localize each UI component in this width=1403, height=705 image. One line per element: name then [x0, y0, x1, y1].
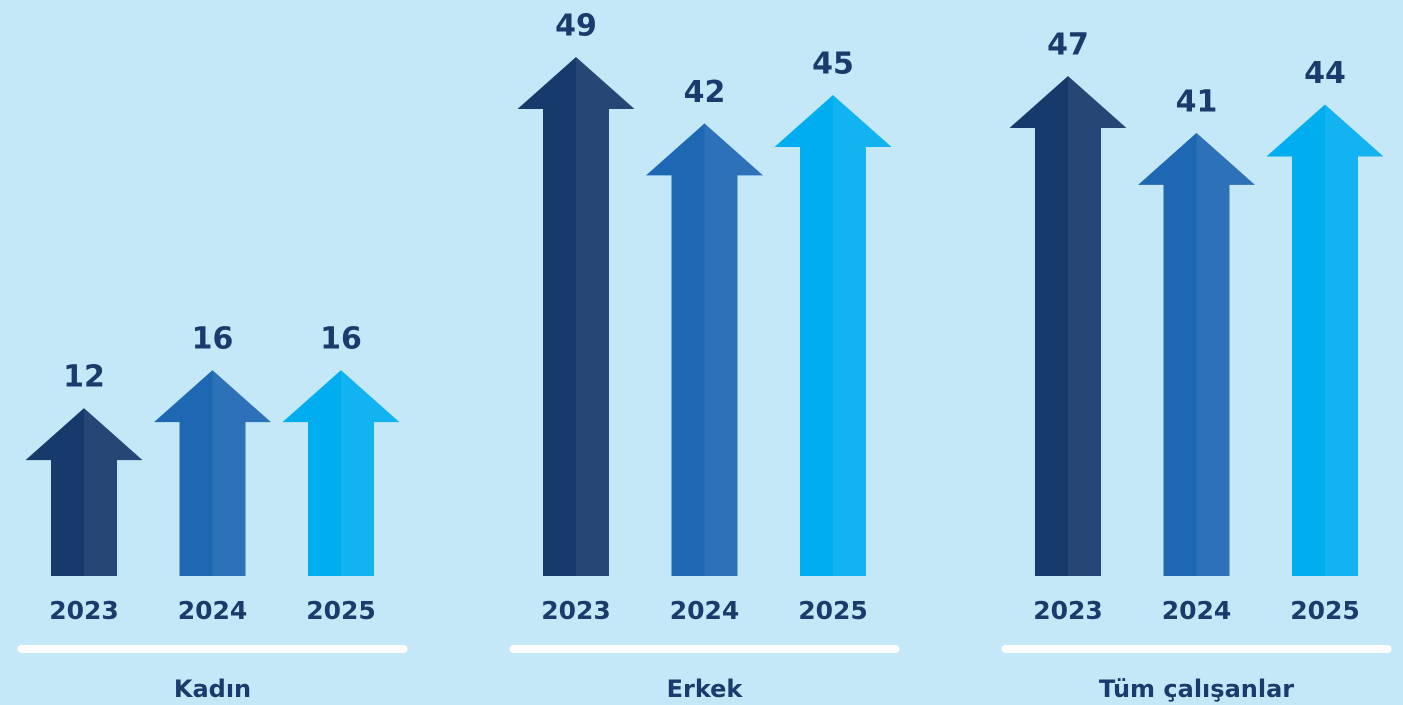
- series-label: 2025: [798, 596, 868, 625]
- arrow-bar: [154, 370, 271, 576]
- series-label: 2023: [541, 596, 611, 625]
- value-label: 45: [812, 46, 854, 81]
- series-label: 2025: [306, 596, 376, 625]
- series-label: 2024: [670, 596, 740, 625]
- arrow-shape: [1266, 104, 1384, 576]
- arrow-bar: [1138, 132, 1255, 576]
- group-underline: [1001, 645, 1392, 653]
- arrow-shape: [1009, 75, 1127, 576]
- arrow-shape: [25, 408, 143, 576]
- value-label: 12: [63, 360, 105, 395]
- group-underline: [509, 645, 900, 653]
- value-label: 41: [1176, 84, 1218, 119]
- arrow-shade: [1068, 75, 1127, 576]
- arrow-shape: [154, 370, 271, 576]
- value-label: 16: [320, 322, 362, 357]
- arrow-bar: [774, 94, 892, 576]
- arrow-bar: [646, 123, 763, 577]
- arrow-shade: [1196, 132, 1255, 576]
- series-label: 2024: [1162, 596, 1232, 625]
- arrow-shade: [1325, 104, 1384, 576]
- arrow-shade: [341, 370, 400, 576]
- arrow-shade: [704, 123, 763, 577]
- series-label: 2023: [1033, 596, 1103, 625]
- series-label: 2024: [178, 596, 248, 625]
- category-label: Erkek: [667, 675, 744, 703]
- series-label: 2025: [1290, 596, 1360, 625]
- arrow-bar: [1266, 104, 1384, 576]
- value-label: 42: [684, 75, 726, 110]
- arrow-shape: [517, 56, 635, 577]
- arrow-shade: [84, 408, 143, 576]
- group-underline: [17, 645, 408, 653]
- arrow-bar: [282, 370, 400, 576]
- arrow-bar: [25, 408, 143, 576]
- arrow-bar: [1009, 75, 1127, 576]
- value-label: 47: [1047, 27, 1089, 62]
- arrow-shade: [833, 94, 892, 576]
- category-label: Kadın: [174, 675, 251, 703]
- arrow-shape: [282, 370, 400, 576]
- arrow-bar: [517, 56, 635, 577]
- arrow-shape: [774, 94, 892, 576]
- series-label: 2023: [49, 596, 119, 625]
- arrow-shade: [576, 56, 635, 577]
- value-label: 49: [555, 8, 597, 43]
- arrow-shape: [646, 123, 763, 577]
- value-label: 44: [1304, 56, 1346, 91]
- arrow-shape: [1138, 132, 1255, 576]
- arrow-shade: [212, 370, 271, 576]
- value-label: 16: [192, 322, 234, 357]
- category-label: Tüm çalışanlar: [1099, 675, 1294, 703]
